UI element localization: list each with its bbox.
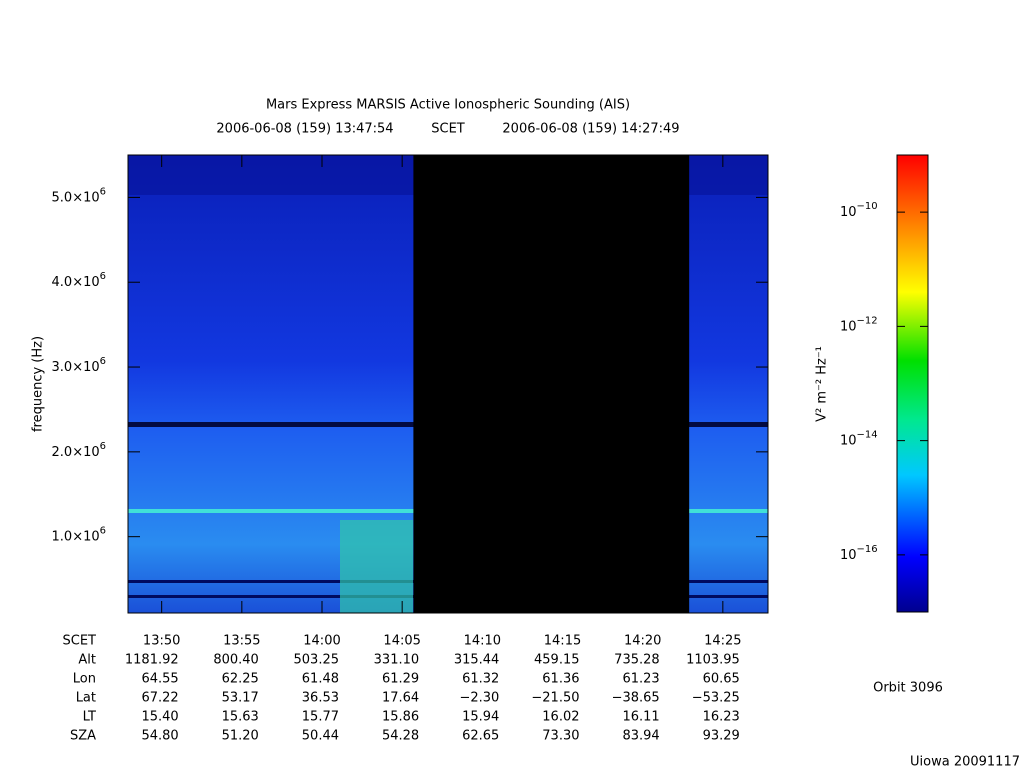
ephemeris-value: 16.23: [703, 710, 740, 725]
ephemeris-value: 36.53: [302, 691, 339, 706]
x-tick-label: 14:00: [303, 634, 340, 649]
ephemeris-value: 61.48: [302, 672, 339, 687]
ephemeris-value: 15.94: [462, 710, 499, 725]
ephemeris-value: 93.29: [703, 729, 740, 744]
ephemeris-value: 54.80: [141, 729, 178, 744]
time-standard: SCET: [431, 122, 465, 137]
colorbar: [896, 154, 929, 613]
ephemeris-value: 735.28: [614, 653, 660, 668]
ephemeris-value: 61.36: [542, 672, 579, 687]
ephemeris-value: 73.30: [542, 729, 579, 744]
ephemeris-value: −21.50: [531, 691, 579, 706]
colorbar-tick-label: 10−12: [840, 315, 878, 334]
ephemeris-value: 60.65: [703, 672, 740, 687]
colorbar-tick-label: 10−14: [840, 430, 878, 449]
no-data-region: [413, 155, 690, 613]
x-tick-label: 13:55: [223, 634, 260, 649]
y-tick-label: 4.0×106: [52, 271, 106, 290]
colorbar-tick-label: 10−10: [840, 201, 878, 220]
ephemeris-value: 62.65: [462, 729, 499, 744]
ephemeris-row-label: LT: [83, 710, 96, 725]
end-time: 2006-06-08 (159) 14:27:49: [502, 122, 679, 137]
x-tick-label: 14:10: [464, 634, 501, 649]
ephemeris-value: 459.15: [534, 653, 580, 668]
ephemeris-value: 15.40: [141, 710, 178, 725]
plot-frame: [127, 154, 769, 614]
ephemeris-value: 83.94: [622, 729, 659, 744]
ephemeris-row-label: Lat: [76, 691, 96, 706]
ephemeris-row-label: SZA: [70, 729, 96, 744]
y-tick-label: 5.0×106: [52, 186, 106, 205]
ephemeris-value: 67.22: [141, 691, 178, 706]
ephemeris-value: 800.40: [213, 653, 259, 668]
ephemeris-value: 1181.92: [125, 653, 179, 668]
credit: Uiowa 20091117: [910, 755, 1020, 768]
start-time: 2006-06-08 (159) 13:47:54: [216, 122, 393, 137]
y-tick-label: 2.0×106: [52, 441, 106, 460]
colorbar-label: V² m⁻² Hz⁻¹: [815, 346, 830, 422]
ephemeris-value: 1103.95: [686, 653, 740, 668]
ephemeris-value: 331.10: [374, 653, 420, 668]
x-tick-label: 14:20: [624, 634, 661, 649]
y-tick-label: 3.0×106: [52, 356, 106, 375]
ephemeris-value: 15.86: [382, 710, 419, 725]
y-tick-label: 1.0×106: [52, 526, 106, 545]
ephemeris-value: 53.17: [222, 691, 259, 706]
ephemeris-value: 503.25: [294, 653, 340, 668]
orbit-label: Orbit 3096: [873, 681, 943, 696]
ephemeris-row-label: Lon: [73, 672, 96, 687]
ephemeris-value: 16.02: [542, 710, 579, 725]
y-axis-label: frequency (Hz): [31, 336, 46, 432]
x-tick-label: 14:05: [383, 634, 420, 649]
ephemeris-value: −2.30: [459, 691, 499, 706]
x-tick-label: 13:50: [143, 634, 180, 649]
ephemeris-value: 61.23: [622, 672, 659, 687]
ephemeris-value: 54.28: [382, 729, 419, 744]
ephemeris-value: 61.29: [382, 672, 419, 687]
ephemeris-value: 64.55: [141, 672, 178, 687]
ephemeris-row-label: SCET: [63, 634, 97, 649]
ephemeris-value: 62.25: [222, 672, 259, 687]
ephemeris-value: −53.25: [692, 691, 740, 706]
ephemeris-value: 61.32: [462, 672, 499, 687]
ephemeris-row-label: Alt: [78, 653, 96, 668]
ephemeris-value: 50.44: [302, 729, 339, 744]
x-tick-label: 14:25: [704, 634, 741, 649]
x-tick-label: 14:15: [544, 634, 581, 649]
ephemeris-value: 51.20: [222, 729, 259, 744]
chart-title: Mars Express MARSIS Active Ionospheric S…: [266, 98, 630, 113]
ephemeris-value: 16.11: [622, 710, 659, 725]
ephemeris-value: 17.64: [382, 691, 419, 706]
colorbar-tick-label: 10−16: [840, 544, 878, 563]
ephemeris-value: 315.44: [454, 653, 500, 668]
ephemeris-value: 15.63: [222, 710, 259, 725]
spectrogram-band: [340, 520, 413, 613]
ephemeris-value: −38.65: [612, 691, 660, 706]
ephemeris-value: 15.77: [302, 710, 339, 725]
